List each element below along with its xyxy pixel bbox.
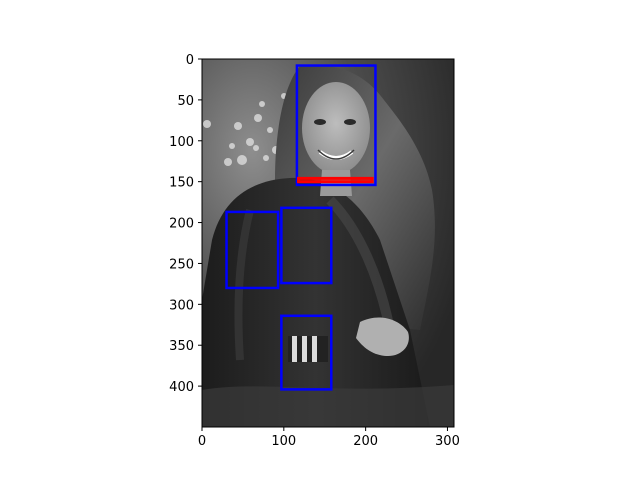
face [302,82,370,174]
x-tick-label-100: 100 [271,434,296,449]
y-tick-label-50: 50 [177,94,194,109]
jacket [202,177,430,427]
bounding-box-red-1 [297,176,374,184]
bounding-box-blue-3 [280,206,333,285]
y-tick-label-300: 300 [169,298,194,313]
y-tick-label-350: 350 [169,339,194,354]
y-tick-label-400: 400 [169,380,194,395]
x-tick-label-0: 0 [198,434,206,449]
bounding-box-blue-0 [295,64,377,187]
y-tick-label-250: 250 [169,257,194,272]
bokeh-lights [203,93,287,166]
y-tick-label-100: 100 [169,135,194,150]
sleeve-cuff [288,336,328,362]
x-axis: 0 100 200 300 [198,427,460,449]
boxes-layer [225,64,377,391]
hand [356,317,409,356]
x-tick-label-300: 300 [435,434,460,449]
bounding-box-blue-4 [280,314,333,391]
x-tick-label-200: 200 [353,434,378,449]
axes-frame [201,58,455,428]
y-axis: 0 50 100 150 200 250 300 350 400 [169,53,202,395]
y-tick-label-200: 200 [169,217,194,232]
photo [202,59,454,427]
y-tick-label-150: 150 [169,176,194,191]
bounding-box-blue-2 [225,210,280,290]
y-tick-label-0: 0 [186,53,194,68]
